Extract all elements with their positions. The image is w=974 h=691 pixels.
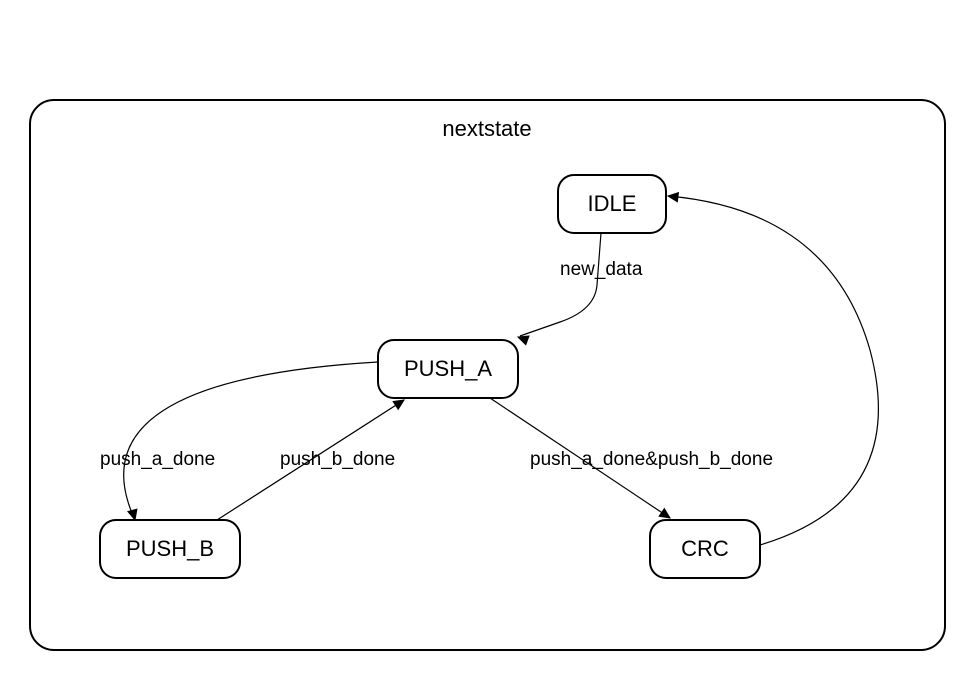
edge-label: push_a_done	[100, 449, 215, 470]
state-node-label: IDLE	[588, 191, 637, 216]
state-node-crc: CRC	[650, 520, 760, 578]
edge-idle_to_push_a: new_data	[518, 233, 643, 345]
arrowhead-icon	[668, 193, 678, 202]
arrowhead-icon	[128, 509, 137, 520]
state-node-label: PUSH_A	[404, 356, 492, 381]
state-diagram: nextstate new_data push_a_done push_b_done…	[0, 0, 974, 691]
state-node-push_b: PUSH_B	[100, 520, 240, 578]
edge-label: push_b_done	[280, 449, 395, 470]
arrowhead-icon	[518, 336, 529, 345]
diagram-title: nextstate	[442, 116, 531, 141]
nodes-group: IDLE PUSH_A PUSH_B CRC	[100, 175, 760, 578]
edge-push_b_to_push_a: push_b_done	[217, 400, 404, 520]
arrowhead-icon	[659, 509, 670, 518]
edge-push_a_to_push_b: push_a_done	[100, 362, 378, 520]
edge-crc_to_idle	[668, 193, 878, 545]
arrowhead-icon	[393, 400, 404, 409]
state-node-label: PUSH_B	[126, 536, 214, 561]
edge-label: new_data	[560, 259, 643, 280]
state-node-push_a: PUSH_A	[378, 340, 518, 398]
state-node-idle: IDLE	[558, 175, 666, 233]
edge-label: push_a_done&push_b_done	[530, 449, 773, 470]
state-node-label: CRC	[681, 536, 729, 561]
edge-push_a_to_crc: push_a_done&push_b_done	[490, 398, 773, 518]
